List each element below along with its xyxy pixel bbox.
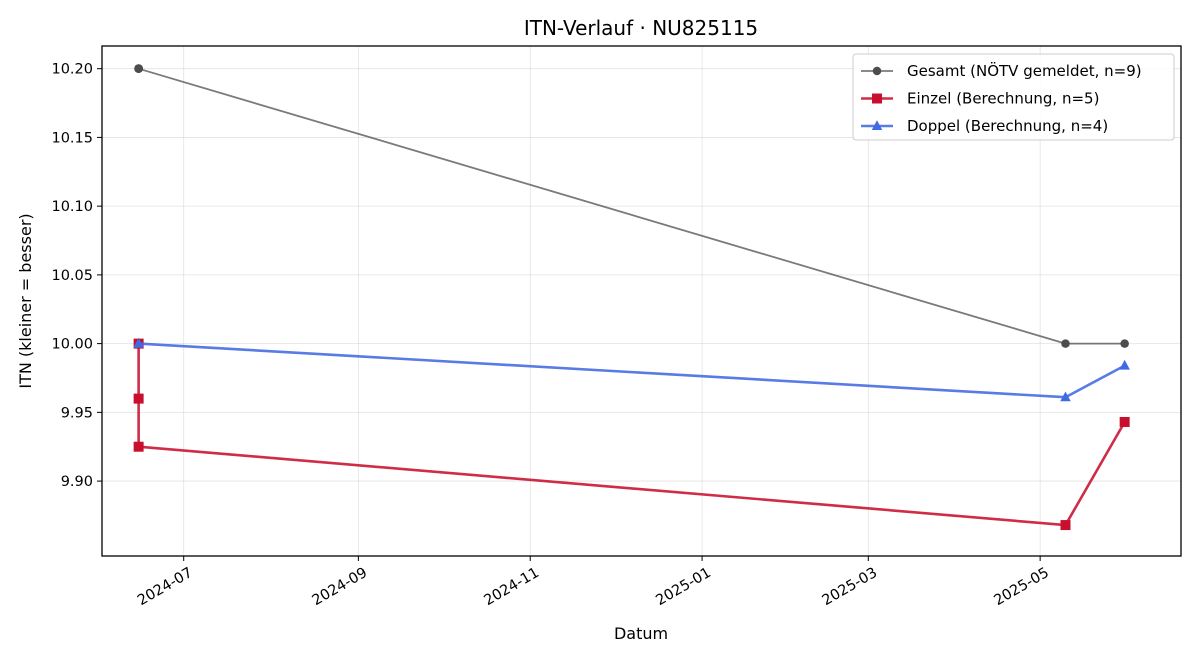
legend-marker-1 [872, 93, 882, 104]
legend-label-0: Gesamt (NÖTV gemeldet, n=9) [907, 61, 1142, 80]
data-point-2 [133, 337, 144, 348]
y-tick-label: 10.20 [51, 62, 93, 78]
y-tick-label: 9.90 [61, 474, 93, 490]
y-tick-label: 9.95 [61, 405, 93, 421]
chart-title: ITN-Verlauf · NU825115 [524, 16, 758, 40]
x-tick-label: 2024-09 [310, 565, 370, 609]
plot-frame [101, 45, 1182, 557]
data-point-2 [1060, 391, 1071, 402]
y-tick-label: 10.05 [51, 268, 93, 284]
data-point-1 [133, 441, 144, 452]
data-point-1 [1119, 416, 1130, 427]
y-axis-label: ITN (kleiner = besser) [16, 213, 35, 388]
legend: Gesamt (NÖTV gemeldet, n=9) Einzel (Berec… [852, 53, 1175, 141]
y-tick-label: 10.15 [51, 130, 93, 146]
x-tick-label: 2025-05 [991, 565, 1051, 609]
y-tick-label: 10.10 [51, 199, 93, 215]
legend-marker-0 [872, 66, 882, 76]
legend-box [852, 53, 1175, 141]
series-1 [133, 338, 1130, 531]
x-tick-label: 2025-03 [820, 565, 880, 609]
x-axis: 2024-07 2024-09 2024-11 2025-01 2025-03 2025-… [135, 556, 1052, 609]
data-point-1 [133, 393, 144, 404]
data-point-0 [1120, 339, 1129, 348]
data-point-2 [1119, 359, 1130, 370]
legend-label-1: Einzel (Berechnung, n=5) [907, 90, 1099, 108]
data-point-0 [1061, 339, 1070, 348]
x-axis-label: Datum [614, 624, 668, 643]
data-point-0 [134, 64, 143, 73]
data-point-1 [1060, 520, 1071, 531]
x-tick-label: 2024-07 [135, 565, 195, 609]
series-line-1 [137, 343, 1126, 527]
series-layer [133, 64, 1130, 531]
series-2 [133, 337, 1130, 402]
y-tick-label: 10.00 [51, 337, 93, 353]
series-0 [134, 64, 1129, 348]
series-line-2 [138, 342, 1126, 399]
legend-marker-2 [871, 120, 883, 130]
x-tick-label: 2024-11 [482, 565, 542, 609]
x-tick-label: 2025-01 [653, 565, 713, 609]
y-axis: 9.90 9.95 10.00 10.05 10.10 10.15 10.20 [51, 62, 102, 490]
legend-label-2: Doppel (Berechnung, n=4) [907, 117, 1108, 135]
